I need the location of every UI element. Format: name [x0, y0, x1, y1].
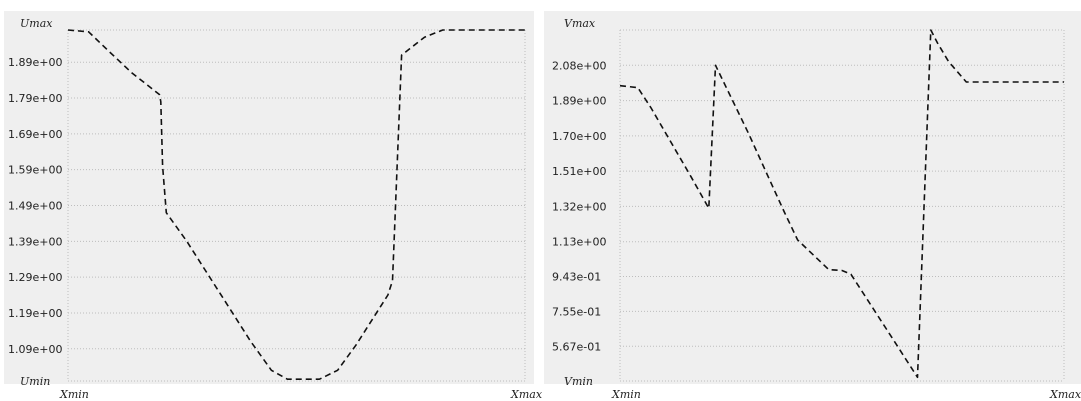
y-tick-label: 1.49e+00: [8, 200, 62, 213]
y-tick-label: 1.79e+00: [8, 92, 62, 105]
y-tick-label: 1.32e+00: [552, 200, 606, 213]
y-tick-label: 1.89e+00: [552, 95, 606, 108]
x-min-label: Xmin: [59, 388, 89, 401]
y-tick-label: 1.69e+00: [8, 128, 62, 141]
x-max-label: Xmax: [1049, 388, 1081, 401]
y-tick-label: 1.29e+00: [8, 271, 62, 284]
y-tick-label: 1.39e+00: [8, 235, 62, 248]
y-tick-label: 9.43e-01: [552, 270, 601, 283]
y-tick-label: 2.08e+00: [552, 59, 606, 72]
y-tick-label: 1.09e+00: [8, 343, 62, 356]
x-max-label: Xmax: [510, 388, 543, 401]
y-tick-label: 1.89e+00: [8, 56, 62, 69]
series-line-v: [619, 29, 1064, 379]
y-min-label: Umin: [20, 375, 50, 388]
chart-panel-u: 1.89e+00 1.79e+00 1.69e+00 1.59e+00 1.49e+00…: [0, 0, 543, 401]
x-min-label: Xmin: [611, 388, 641, 401]
chart-panel-v: 2.08e+00 1.89e+00 1.70e+00 1.51e+00 1.32e+00…: [544, 0, 1081, 401]
series-line-u: [67, 29, 525, 381]
y-max-label: Vmax: [564, 17, 596, 30]
y-max-label: Umax: [20, 17, 53, 30]
y-tick-label: 1.13e+00: [552, 236, 606, 249]
y-tick-label: 7.55e-01: [552, 305, 601, 318]
chart-v-svg: 2.08e+00 1.89e+00 1.70e+00 1.51e+00 1.32e+00…: [544, 11, 1081, 401]
y-min-label: Vmin: [564, 375, 593, 388]
y-tick-label: 1.19e+00: [8, 307, 62, 320]
y-tick-label: 1.59e+00: [8, 164, 62, 177]
plot-background: [544, 11, 1081, 384]
y-tick-label: 5.67e-01: [552, 340, 601, 353]
y-tick-label: 1.70e+00: [552, 130, 606, 143]
chart-u-svg: 1.89e+00 1.79e+00 1.69e+00 1.59e+00 1.49e+00…: [4, 11, 543, 401]
plot-background: [4, 11, 534, 384]
y-tick-label: 1.51e+00: [552, 165, 606, 178]
